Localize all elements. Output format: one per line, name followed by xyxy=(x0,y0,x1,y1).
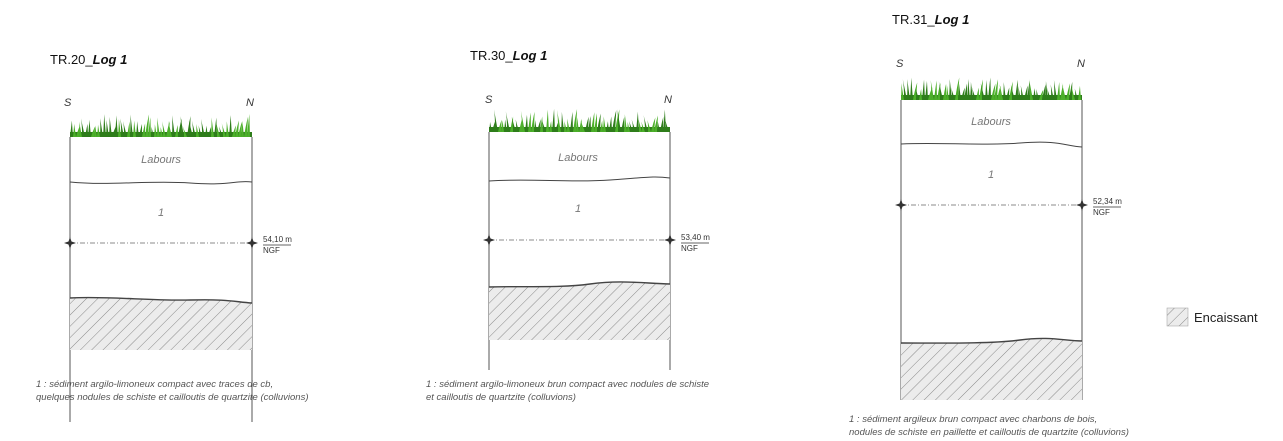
layer-labours-label: Labours xyxy=(971,116,1011,128)
datum-marker-left-icon xyxy=(64,237,76,249)
altitude-ref: NGF xyxy=(1093,208,1110,217)
log-tr20: TR.20_Log 1 S N Labours 1 54,10 m NGF 1 … xyxy=(36,52,309,422)
layer-1-label: 1 xyxy=(158,207,164,219)
direction-south: S xyxy=(64,97,72,109)
log-title: TR.20_Log 1 xyxy=(50,52,127,67)
caption-line-1: 1 : sédiment argileux brun compact avec … xyxy=(849,414,1097,425)
altitude-ref: NGF xyxy=(263,246,280,255)
datum-marker-right-icon xyxy=(1076,199,1088,211)
altitude-value: 53,40 m xyxy=(681,233,710,242)
direction-north: N xyxy=(664,94,672,106)
datum-marker-right-icon xyxy=(664,234,676,246)
direction-north: N xyxy=(1077,58,1085,70)
datum-marker-left-icon xyxy=(895,199,907,211)
grass-icon xyxy=(489,108,670,132)
caption-line-1: 1 : sédiment argilo-limoneux brun compac… xyxy=(426,379,709,390)
layer-1-label: 1 xyxy=(575,203,581,215)
layer-1-label: 1 xyxy=(988,169,994,181)
legend-label: Encaissant xyxy=(1194,310,1258,325)
bedrock-encaissant xyxy=(489,281,670,340)
direction-north: N xyxy=(246,97,254,109)
labours-boundary xyxy=(900,141,1083,148)
log-tr31: TR.31_Log 1 S N Labours 1 52,34 m NGF 1 … xyxy=(849,12,1129,438)
labours-boundary xyxy=(488,176,671,182)
altitude-value: 54,10 m xyxy=(263,235,292,244)
caption-line-2: et cailloutis de quartzite (colluvions) xyxy=(426,392,576,403)
altitude-value: 52,34 m xyxy=(1093,197,1122,206)
layer-labours-label: Labours xyxy=(141,154,181,166)
datum-marker-left-icon xyxy=(483,234,495,246)
bedrock-encaissant xyxy=(70,297,252,350)
bedrock-encaissant xyxy=(901,338,1082,400)
caption-line-2: quelques nodules de schiste et caillouti… xyxy=(36,392,309,403)
layer-labours-label: Labours xyxy=(558,152,598,164)
log-title: TR.30_Log 1 xyxy=(470,48,547,63)
caption-line-2: nodules de schiste en paillette et caill… xyxy=(849,427,1129,438)
datum-marker-right-icon xyxy=(246,237,258,249)
altitude-ref: NGF xyxy=(681,244,698,253)
direction-south: S xyxy=(896,58,904,70)
legend: Encaissant xyxy=(1166,307,1258,327)
log-title: TR.31_Log 1 xyxy=(892,12,969,27)
grass-icon xyxy=(70,114,252,137)
grass-icon xyxy=(901,77,1082,100)
caption-line-1: 1 : sédiment argilo-limoneux compact ave… xyxy=(36,379,273,390)
log-tr30: TR.30_Log 1 S N Labours 1 53,40 m NGF 1 … xyxy=(426,48,710,403)
legend-hatch-swatch-icon xyxy=(1166,307,1189,327)
labours-boundary xyxy=(69,181,253,185)
direction-south: S xyxy=(485,94,493,106)
